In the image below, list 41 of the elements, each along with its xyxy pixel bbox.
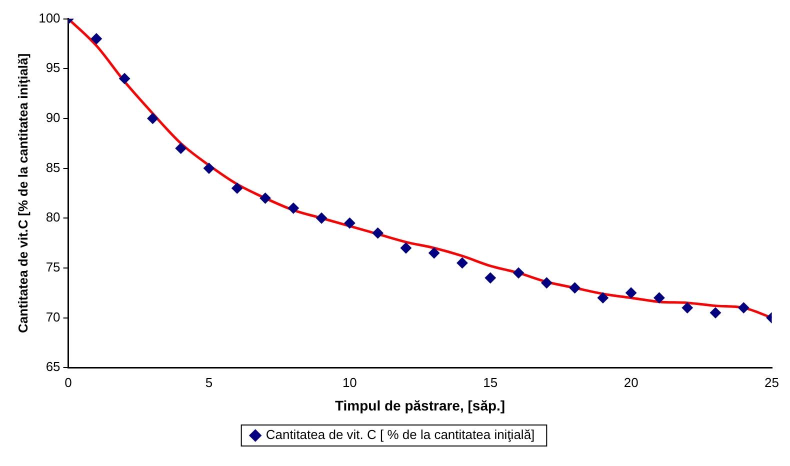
point xyxy=(175,142,186,154)
point xyxy=(513,267,524,278)
x-tick-label: 0 xyxy=(64,374,72,390)
point xyxy=(372,228,384,239)
point xyxy=(400,242,412,254)
y-axis-title: Cantitatea de vit.C [% de la cantitatea iniţială] xyxy=(15,53,30,333)
y-tick-label: 70 xyxy=(46,309,60,324)
x-axis-title: Timpul de păstrare, [săp.] xyxy=(334,397,506,414)
y-tick-label: 80 xyxy=(46,210,60,225)
point xyxy=(682,302,693,314)
point xyxy=(203,162,214,174)
point xyxy=(232,182,243,194)
x-tick-label: 5 xyxy=(205,374,213,390)
point xyxy=(626,287,637,298)
point xyxy=(654,292,665,304)
point xyxy=(428,247,440,258)
point xyxy=(456,257,468,268)
point xyxy=(597,292,608,304)
point xyxy=(147,112,158,124)
point xyxy=(288,202,299,214)
point xyxy=(260,192,271,204)
y-tick-label: 95 xyxy=(46,60,60,76)
y-tick-label: 100 xyxy=(38,10,60,26)
point xyxy=(316,212,328,224)
x-tick-label: 25 xyxy=(764,374,780,390)
y-tick-label: 75 xyxy=(46,260,60,275)
x-tick-label: 20 xyxy=(624,374,638,390)
x-tick-label: 10 xyxy=(342,374,357,390)
y-tick-label: 85 xyxy=(46,160,60,175)
y-tick-label: 90 xyxy=(46,110,60,126)
legend-label: Cantitatea de vit. C [ % de la cantitatea iniţială] xyxy=(266,427,535,442)
y-tick-label: 65 xyxy=(46,359,60,374)
point xyxy=(710,307,721,318)
point xyxy=(569,282,580,294)
point xyxy=(541,277,552,288)
point xyxy=(344,218,356,229)
x-tick-label: 15 xyxy=(483,374,498,390)
point xyxy=(738,302,750,314)
point xyxy=(484,272,496,284)
point xyxy=(90,33,102,44)
point xyxy=(119,73,130,84)
